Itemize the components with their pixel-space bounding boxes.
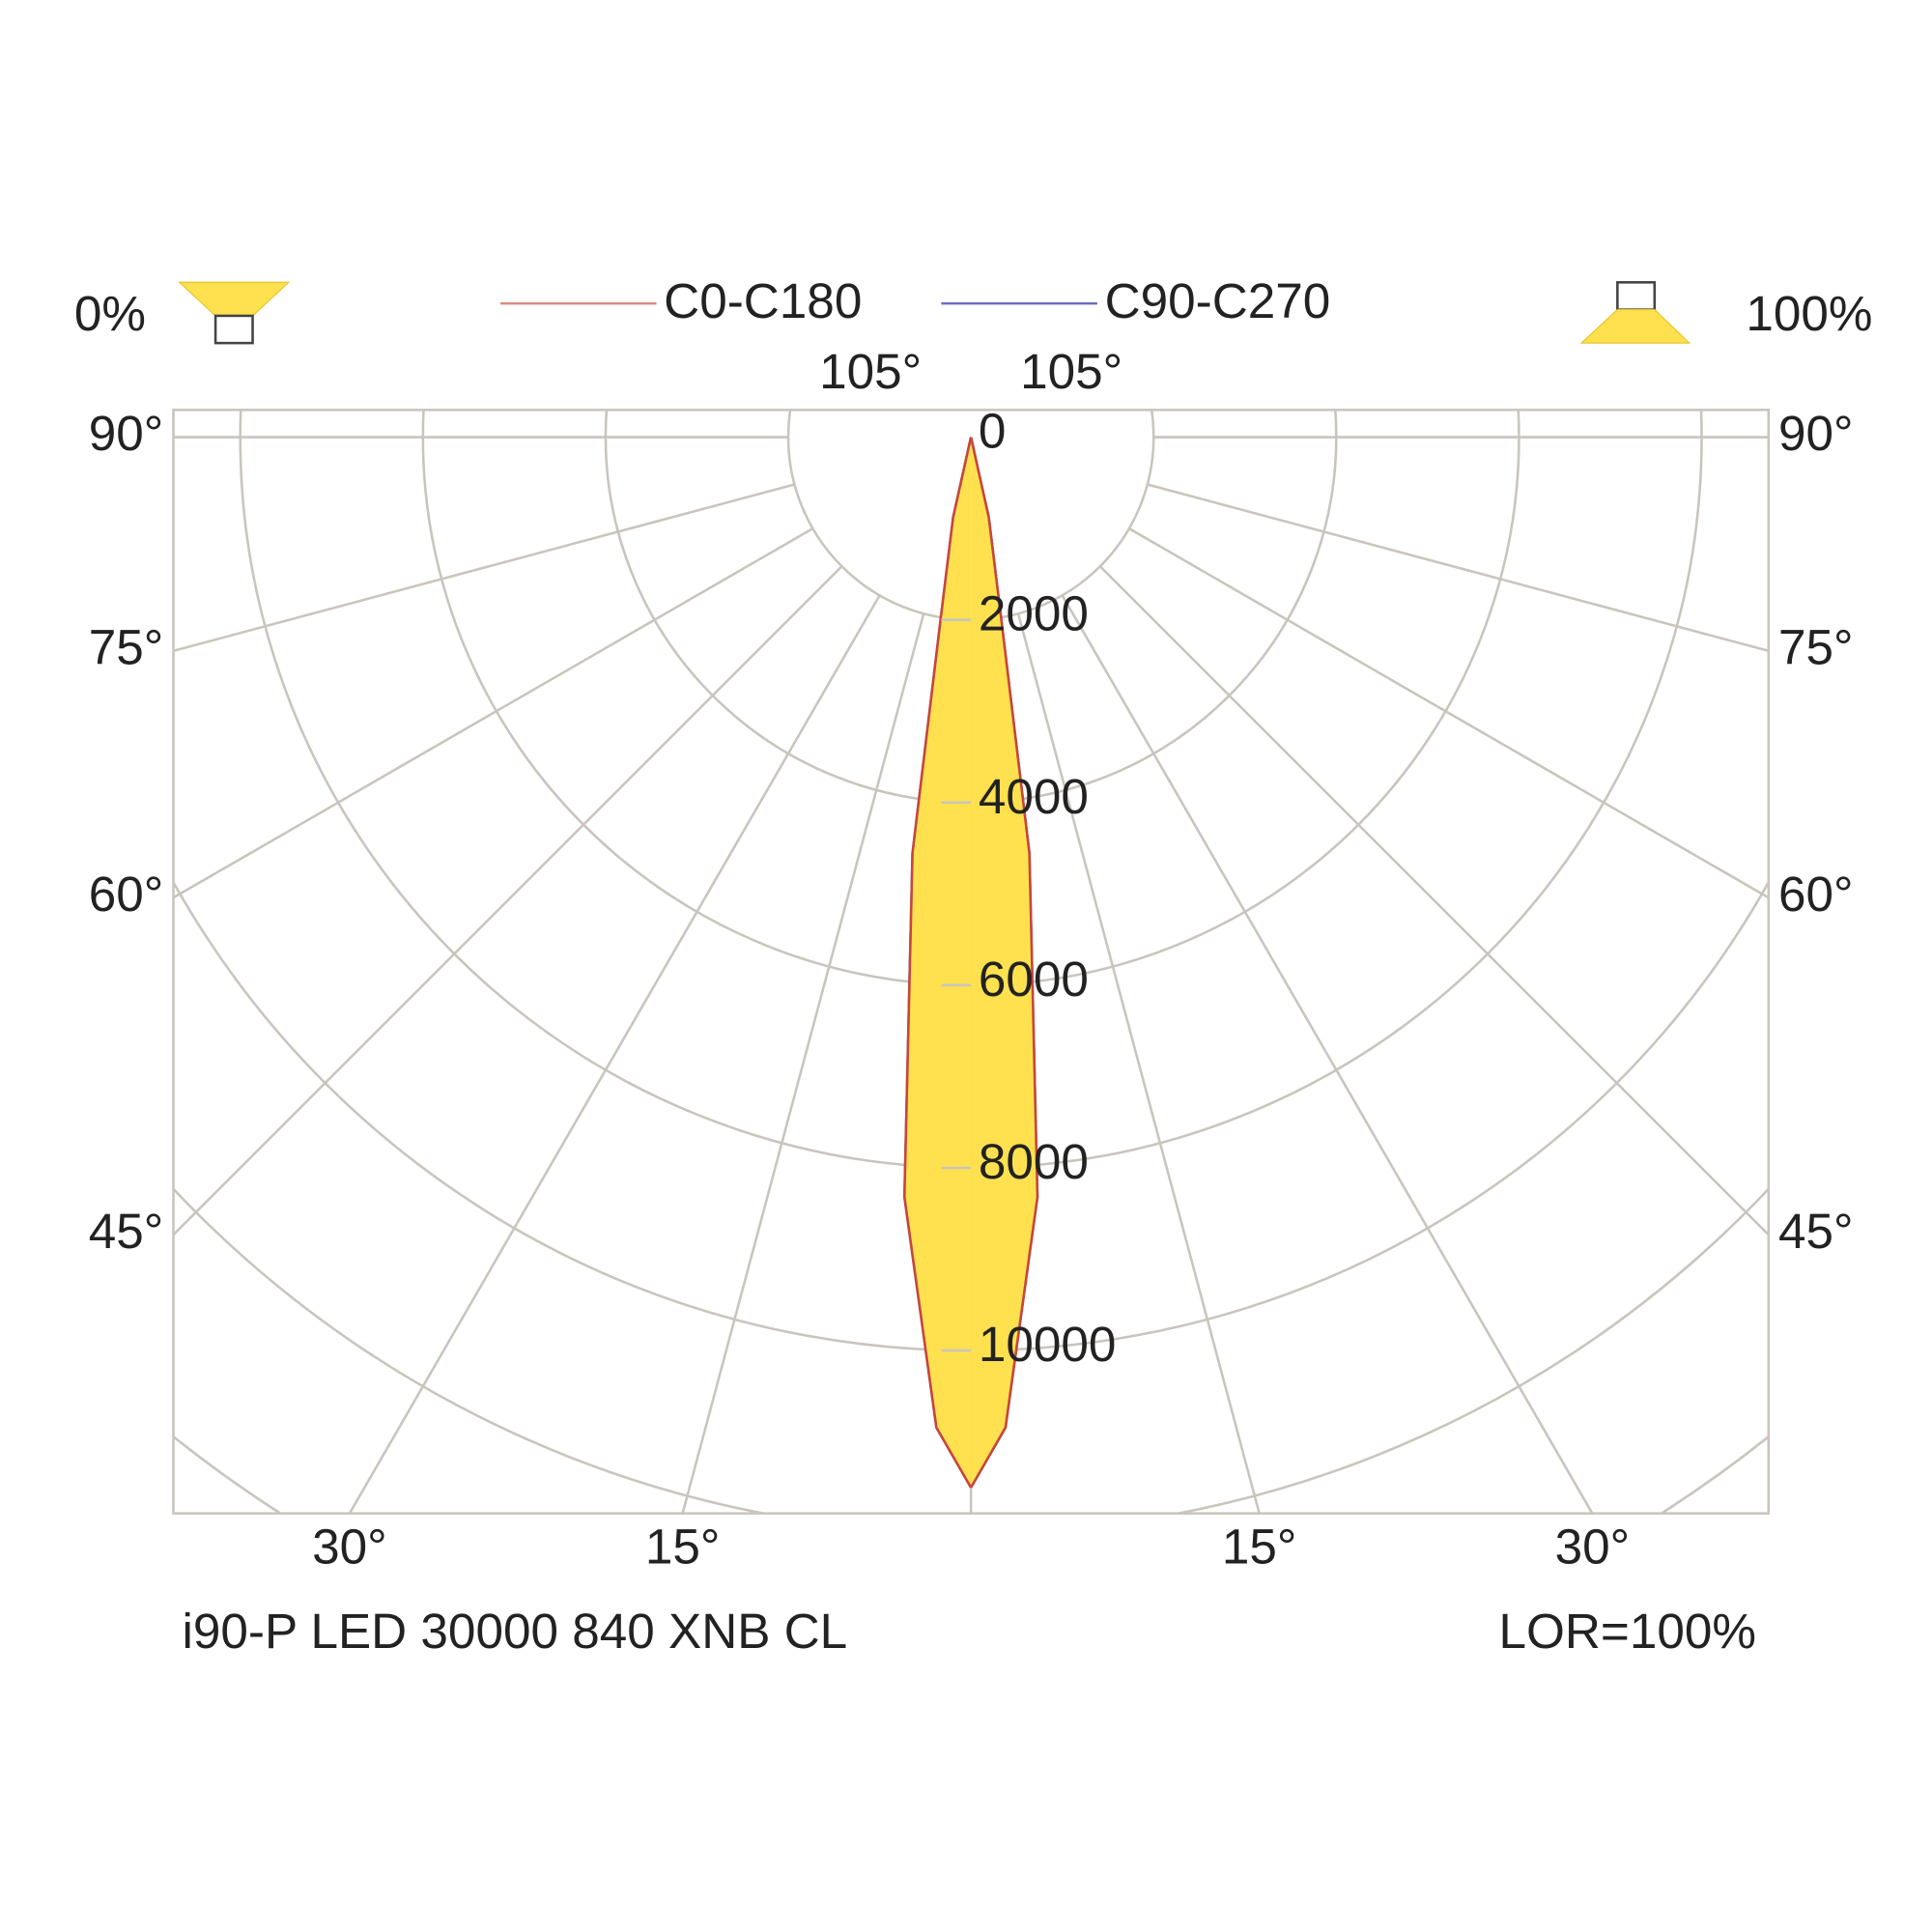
angle-tick-label: 75°	[1778, 619, 1854, 674]
grid-line	[1128, 527, 1769, 899]
r-tick-label: 2000	[979, 586, 1089, 641]
angle-tick-label: 60°	[89, 867, 164, 922]
angle-tick-label: 105°	[819, 344, 922, 399]
angle-tick-label: 105°	[1020, 344, 1122, 399]
intensity-area	[971, 437, 1037, 1488]
up-ratio: 100%	[1746, 286, 1872, 341]
grid-line	[1147, 483, 1769, 653]
angle-tick-label: 30°	[312, 1520, 387, 1575]
luminaire-name: i90-P LED 30000 840 XNB CL	[182, 1604, 847, 1659]
angle-tick-label: 15°	[645, 1520, 721, 1575]
intensity-curve	[902, 437, 973, 1489]
grid-line	[1016, 612, 1261, 1514]
lor: LOR=100%	[1498, 1604, 1755, 1659]
up-icon-box	[1616, 281, 1657, 311]
r-tick-label: 6000	[979, 952, 1089, 1007]
r-tick-label: 10000	[979, 1317, 1117, 1372]
down-ratio: 0%	[74, 286, 146, 341]
angle-tick-label: 15°	[1222, 1520, 1297, 1575]
grid-line	[173, 483, 795, 653]
frame	[172, 409, 1771, 1515]
intensity-area	[904, 437, 972, 1488]
up-icon	[1579, 308, 1691, 344]
angle-tick-label: 60°	[1778, 867, 1854, 922]
grid-line	[1061, 594, 1594, 1514]
legend-label: C90-C270	[1105, 273, 1331, 328]
plot: 15° 15° 30° 30° 45° 45° 60° 60° 75° 75° 90° 90° 105°…	[89, 344, 1854, 1575]
angle-tick-label: 90°	[1778, 406, 1854, 461]
down-icon-box	[213, 314, 254, 345]
grid-line	[173, 527, 814, 899]
angle-tick-label: 30°	[1555, 1520, 1631, 1575]
legend-label: C0-C180	[664, 273, 862, 328]
grid-line	[1098, 565, 1769, 1237]
grid-line	[173, 565, 843, 1237]
angle-tick-label: 45°	[89, 1204, 164, 1259]
r-tick-label: 8000	[979, 1134, 1089, 1189]
r-tick-label: 0	[979, 404, 1007, 459]
angle-tick-label: 75°	[89, 619, 164, 674]
grid-line	[681, 612, 925, 1514]
intensity-curve	[969, 437, 1039, 1489]
legend: C90-C270 C0-C180	[499, 273, 1331, 328]
r-tick-label: 4000	[979, 769, 1089, 824]
grid-line	[348, 594, 881, 1514]
angle-tick-label: 45°	[1778, 1204, 1854, 1259]
angle-tick-label: 90°	[89, 406, 164, 461]
